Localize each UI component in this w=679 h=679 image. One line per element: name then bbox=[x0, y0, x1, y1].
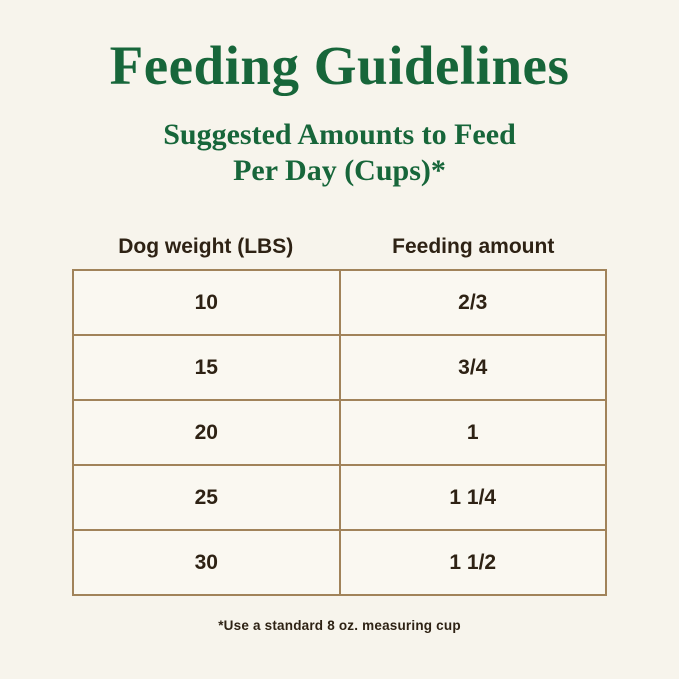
subtitle-line-1: Suggested Amounts to Feed bbox=[163, 118, 516, 151]
table-row: 25 1 1/4 bbox=[74, 464, 605, 529]
feeding-table-section: Dog weight (LBS) Feeding amount 10 2/3 1… bbox=[72, 235, 607, 633]
dog-weight-cell: 25 bbox=[74, 466, 341, 529]
subtitle-line-2: Per Day (Cups)* bbox=[233, 154, 446, 187]
column-header-feeding-amount: Feeding amount bbox=[392, 235, 555, 258]
table-column-headers: Dog weight (LBS) Feeding amount bbox=[72, 235, 607, 259]
feeding-amount-cell: 1 1/4 bbox=[449, 485, 497, 509]
dog-weight-cell: 20 bbox=[74, 401, 341, 464]
feeding-table: 10 2/3 15 3/4 20 1 25 1 1/4 30 1 1/2 bbox=[72, 269, 607, 596]
dog-weight-cell: 10 bbox=[74, 271, 341, 334]
page-subtitle: Suggested Amounts to Feed Per Day (Cups)… bbox=[0, 117, 679, 189]
feeding-amount-cell: 1 1/2 bbox=[449, 550, 497, 574]
dog-weight-cell: 15 bbox=[74, 336, 341, 399]
feeding-amount-cell: 3/4 bbox=[458, 355, 488, 379]
table-row: 15 3/4 bbox=[74, 334, 605, 399]
table-row: 30 1 1/2 bbox=[74, 529, 605, 594]
table-row: 10 2/3 bbox=[74, 271, 605, 334]
page-title: Feeding Guidelines bbox=[109, 35, 570, 96]
feeding-amount-cell: 1 bbox=[466, 420, 479, 444]
measuring-cup-footnote: *Use a standard 8 oz. measuring cup bbox=[218, 618, 461, 633]
dog-weight-cell: 30 bbox=[74, 531, 341, 594]
table-row: 20 1 bbox=[74, 399, 605, 464]
feeding-amount-cell: 2/3 bbox=[458, 290, 488, 314]
column-header-dog-weight: Dog weight (LBS) bbox=[118, 235, 294, 258]
